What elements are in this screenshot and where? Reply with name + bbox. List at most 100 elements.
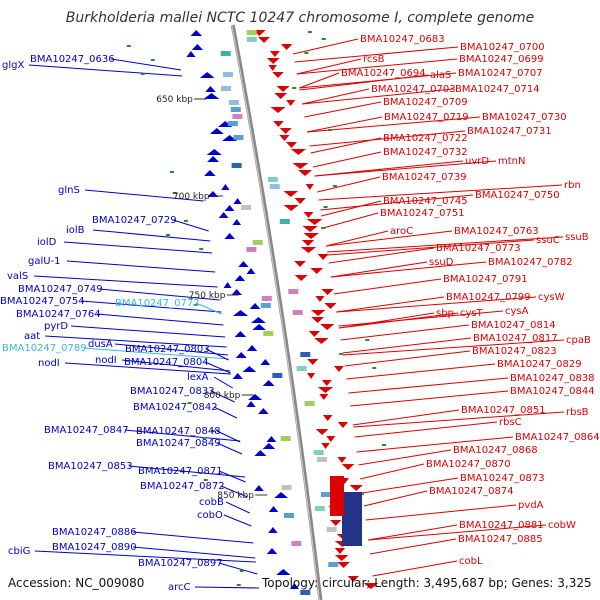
right-gene-label: sbp: [436, 308, 454, 319]
annotation-box: [313, 450, 324, 455]
left-gene-label: BMA10247_0804: [124, 357, 209, 368]
reverse-gene-arrow: [250, 317, 266, 323]
feature-block: [342, 492, 362, 546]
left-gene-label: aat: [24, 331, 40, 342]
right-leader-line: [354, 421, 498, 438]
forward-gene-arrow: [321, 380, 332, 386]
annotation-box: [260, 303, 271, 308]
left-gene-label: nodI: [95, 355, 117, 366]
left-gene-label: nodI: [38, 358, 60, 369]
backbone-curve: [230, 24, 323, 600]
left-gene-label: BMA10247_0803: [125, 344, 210, 355]
forward-gene-arrow: [337, 562, 350, 568]
right-leader-line: [372, 560, 458, 577]
forward-gene-arrow: [321, 443, 330, 449]
right-gene-label: rbsB: [566, 407, 589, 418]
annotation-box: [246, 247, 257, 252]
right-gene-label: BMA10247_0870: [426, 459, 511, 470]
right-gene-label: BMA10247_0773: [436, 243, 521, 254]
annotation-box: [232, 114, 243, 119]
right-gene-label: BMA10247_0791: [443, 274, 528, 285]
right-leader-line: [306, 116, 481, 133]
left-gene-label: BMA10247_0886: [52, 527, 137, 538]
left-gene-label: BMA10247_0897: [138, 558, 223, 569]
forward-gene-arrow: [283, 191, 299, 197]
right-gene-label: alaS: [430, 70, 451, 81]
forward-gene-arrow: [280, 44, 293, 50]
right-gene-label: BMA10247_0699: [459, 54, 544, 65]
right-gene-label: cpaB: [566, 335, 591, 346]
left-leader-line: [114, 343, 228, 356]
left-gene-label: lexA: [187, 372, 209, 383]
right-leader-line: [338, 310, 504, 327]
reverse-gene-arrow: [254, 450, 267, 456]
annotation-box: [300, 352, 311, 357]
left-leader-line: [121, 359, 231, 372]
annotation-box: [328, 562, 339, 567]
annotation-box: [280, 436, 291, 441]
right-leader-line: [299, 72, 340, 89]
left-gene-label: BMA10247_0872: [140, 481, 225, 492]
green-tick: [189, 297, 194, 299]
backbone-highlight: [231, 24, 320, 600]
forward-gene-arrow: [363, 583, 379, 589]
reverse-gene-arrow: [242, 366, 257, 372]
forward-gene-arrow: [305, 184, 314, 190]
right-leader-line: [327, 236, 564, 253]
left-leader-line: [98, 288, 220, 301]
forward-gene-arrow: [307, 359, 319, 365]
green-tick: [140, 73, 145, 75]
annotation-box: [284, 513, 294, 518]
right-leader-line: [365, 504, 517, 521]
left-gene-label: BMA10247_0754: [0, 296, 85, 307]
left-leader-line: [194, 586, 260, 589]
feature-block: [330, 476, 344, 516]
left-leader-line: [44, 335, 227, 348]
right-gene-label: BMA10247_0683: [360, 34, 445, 45]
right-gene-label: BMA10247_0751: [380, 208, 465, 219]
reverse-gene-arrow: [258, 408, 269, 414]
left-leader-line: [218, 470, 246, 483]
right-leader-line: [314, 160, 497, 177]
right-leader-line: [336, 296, 537, 313]
right-gene-label: BMA10247_0763: [454, 226, 539, 237]
forward-gene-arrow: [292, 163, 309, 169]
right-gene-label: ssuD: [429, 257, 454, 268]
right-gene-label: BMA10247_0823: [472, 346, 557, 357]
green-tick: [365, 339, 370, 341]
right-leader-line: [350, 390, 509, 407]
forward-gene-arrow: [333, 366, 344, 372]
chromosome-backbone: [230, 24, 323, 600]
forward-gene-arrow: [283, 205, 299, 211]
green-tick: [328, 129, 332, 131]
green-tick: [183, 220, 188, 222]
right-leader-line: [340, 324, 470, 341]
forward-gene-arrow: [258, 37, 270, 43]
annotation-box: [296, 366, 307, 371]
left-leader-line: [132, 531, 254, 544]
reverse-gene-arrow: [218, 212, 229, 218]
left-leader-line: [220, 485, 248, 498]
left-leader-line: [84, 189, 204, 202]
reverse-gene-arrow: [268, 527, 278, 533]
annotation-box: [228, 100, 239, 105]
right-leader-line: [302, 88, 454, 105]
right-gene-label: BMA10247_0885: [458, 534, 543, 545]
right-gene-label: ssuC: [536, 235, 560, 246]
annotation-box: [221, 86, 231, 91]
kbp-label: 800 kbp: [204, 391, 241, 401]
right-leader-line: [317, 176, 381, 193]
right-leader-line: [301, 88, 370, 105]
green-tick: [203, 479, 208, 481]
forward-gene-arrow: [306, 219, 323, 225]
left-gene-label: BMA10247_0749: [18, 284, 103, 295]
left-leader-line: [128, 465, 246, 478]
reverse-gene-arrow: [260, 359, 271, 365]
reverse-gene-arrow: [246, 401, 256, 407]
right-leader-line: [348, 377, 509, 394]
reverse-gene-arrow: [248, 394, 263, 400]
forward-gene-arrow: [279, 135, 290, 141]
reverse-gene-arrow: [223, 282, 232, 288]
left-leader-line: [124, 429, 241, 442]
reverse-gene-arrow: [232, 219, 242, 225]
